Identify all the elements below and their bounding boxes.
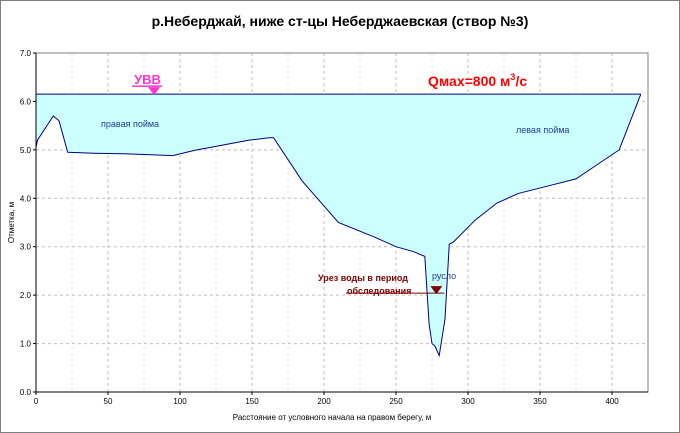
x-tick-label: 200 (317, 397, 331, 406)
y-tick-label: 4.0 (20, 194, 32, 203)
qmax-unit-tail: /с (515, 73, 527, 89)
right-floodplain-label: правая пойма (101, 119, 159, 129)
uvv-marker-icon (148, 87, 161, 96)
x-tick-label: 150 (245, 397, 259, 406)
y-tick-label: 5.0 (20, 146, 32, 155)
x-tick-label: 250 (389, 397, 403, 406)
water-area (36, 94, 641, 356)
uvv-label: УВВ (134, 72, 161, 87)
riverbed-profile-line (35, 93, 642, 358)
x-axis-label: Расстояние от условного начала на правом… (233, 413, 431, 422)
y-tick-label: 2.0 (20, 291, 32, 300)
channel-label: русло (432, 271, 456, 281)
qmax-text: Qмах=800 м (428, 73, 510, 89)
chart-title: р.Неберджай, ниже ст-цы Неберджаевская (… (151, 13, 529, 29)
x-tick-label: 400 (605, 397, 619, 406)
y-tick-label: 3.0 (20, 243, 32, 252)
left-floodplain-label: левая пойма (516, 125, 569, 135)
x-tick-label: 50 (104, 397, 113, 406)
qmax-superscript: 3 (510, 72, 515, 82)
y-tick-label: 1.0 (20, 340, 32, 349)
survey-water-label-line2: обследования (347, 286, 411, 296)
y-tick-label: 7.0 (20, 49, 32, 58)
survey-water-label-line1: Урез воды в период (318, 273, 408, 283)
y-tick-label: 0.0 (20, 388, 32, 397)
x-tick-label: 0 (34, 397, 39, 406)
x-tick-label: 300 (461, 397, 475, 406)
survey-marker-icon (430, 286, 443, 295)
y-tick-label: 6.0 (20, 97, 32, 106)
tick-labels: 0.0 1.0 2.0 3.0 4.0 5.0 6.0 7.0 0 50 100 150 200 250 3… (20, 49, 619, 406)
y-axis-label: Отметка, м (7, 202, 16, 243)
qmax-label: Qмах=800 м3/с (428, 72, 527, 89)
axes (35, 52, 649, 393)
x-tick-label: 350 (533, 397, 547, 406)
x-tick-label: 100 (173, 397, 187, 406)
